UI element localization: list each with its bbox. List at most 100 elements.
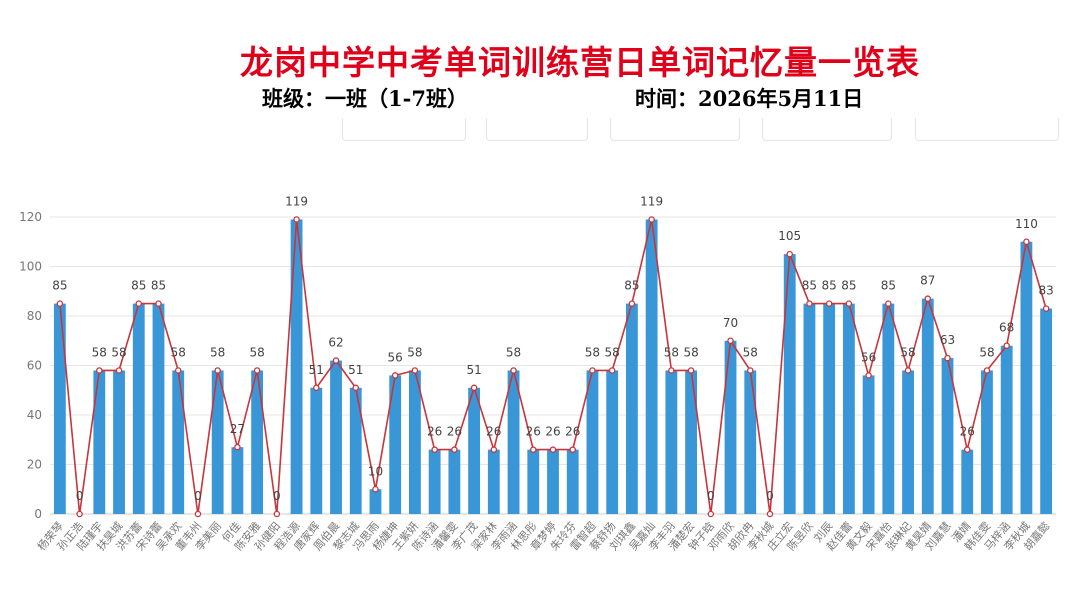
bar [902, 370, 914, 514]
line-point [727, 337, 734, 344]
data-label: 58 [664, 345, 679, 359]
data-label: 85 [131, 279, 146, 293]
data-label: 0 [194, 489, 202, 503]
chart-title: 龙岗中学中考单词训练营日单词记忆量一览表 [240, 43, 920, 82]
data-label: 58 [683, 345, 698, 359]
bar [882, 303, 895, 514]
line-point [747, 367, 754, 374]
line-point [194, 510, 202, 518]
bar [586, 370, 599, 514]
bar [330, 360, 342, 514]
line-point [411, 367, 419, 374]
line-point [885, 300, 892, 307]
bar [862, 375, 875, 514]
data-label: 0 [273, 489, 281, 503]
bar [369, 489, 382, 514]
data-label: 58 [111, 345, 126, 359]
bar [1000, 345, 1013, 514]
bar [527, 449, 540, 514]
y-tick-label: 100 [19, 260, 42, 274]
data-label: 83 [1038, 284, 1053, 298]
line-point [490, 446, 498, 453]
data-label: 105 [778, 229, 801, 243]
bar [211, 370, 224, 514]
data-label: 26 [526, 425, 541, 439]
toolbar-tab-2[interactable] [486, 118, 588, 141]
bar [823, 303, 836, 514]
line-point [1023, 238, 1030, 245]
line-point [234, 443, 241, 451]
bar [606, 370, 619, 514]
bar [744, 370, 757, 514]
line-point [313, 384, 320, 392]
bar [547, 449, 559, 514]
data-label: 26 [427, 425, 442, 439]
line-point [944, 354, 951, 362]
line-point [253, 367, 261, 374]
y-tick-label: 20 [27, 458, 42, 472]
bar [93, 370, 106, 514]
bar [409, 370, 421, 514]
data-label: 68 [999, 321, 1014, 335]
line-point [589, 367, 596, 374]
data-label: 58 [605, 345, 620, 359]
bar [349, 387, 362, 514]
line-point [983, 367, 991, 374]
toolbar-tab-3[interactable] [610, 118, 740, 141]
data-label: 0 [766, 489, 774, 503]
data-label: 26 [486, 425, 501, 439]
bar [625, 303, 638, 514]
line-point [332, 357, 340, 364]
bar [290, 219, 303, 514]
bar [152, 303, 165, 514]
data-label: 85 [52, 279, 67, 293]
data-label: 110 [1015, 217, 1038, 231]
line-point [668, 367, 675, 374]
bar [468, 387, 481, 514]
bar [448, 449, 461, 514]
toolbar-tab-1[interactable] [342, 118, 466, 141]
data-label: 26 [545, 425, 560, 439]
toolbar-tab-4[interactable] [762, 118, 892, 141]
line-point [806, 300, 813, 307]
data-label: 87 [920, 274, 935, 288]
line-point [687, 367, 695, 374]
line-point [155, 300, 162, 307]
data-label: 119 [285, 194, 308, 208]
data-label: 0 [707, 489, 715, 503]
toolbar-tab-5[interactable] [915, 118, 1059, 141]
line-point [963, 446, 971, 453]
line-point [786, 250, 793, 258]
bar [428, 449, 441, 514]
line-point [56, 300, 64, 307]
data-label: 26 [447, 425, 462, 439]
bar [665, 370, 678, 514]
line-point [530, 446, 537, 453]
data-label: 62 [328, 336, 343, 350]
data-label: 51 [309, 363, 324, 377]
data-label: 0 [76, 489, 84, 503]
data-label: 70 [723, 316, 738, 330]
bar [803, 303, 816, 514]
data-label: 85 [151, 279, 166, 293]
bar [231, 447, 244, 514]
line-point [569, 446, 576, 453]
data-label: 85 [841, 279, 856, 293]
line-point [352, 384, 359, 392]
date-label: 时间：2026年5月11日 [635, 86, 864, 111]
bar [645, 219, 658, 514]
line-point [608, 367, 616, 374]
data-label: 58 [743, 345, 758, 359]
data-label: 58 [407, 345, 422, 359]
bar [961, 449, 974, 514]
bar [310, 387, 323, 514]
line-point [273, 510, 281, 518]
bar [1040, 308, 1053, 514]
data-label: 27 [230, 422, 245, 436]
data-label: 58 [171, 345, 186, 359]
data-label: 58 [92, 345, 107, 359]
line-point [865, 372, 872, 379]
bar [724, 340, 737, 514]
line-point [1003, 342, 1010, 349]
line-point [96, 367, 103, 374]
